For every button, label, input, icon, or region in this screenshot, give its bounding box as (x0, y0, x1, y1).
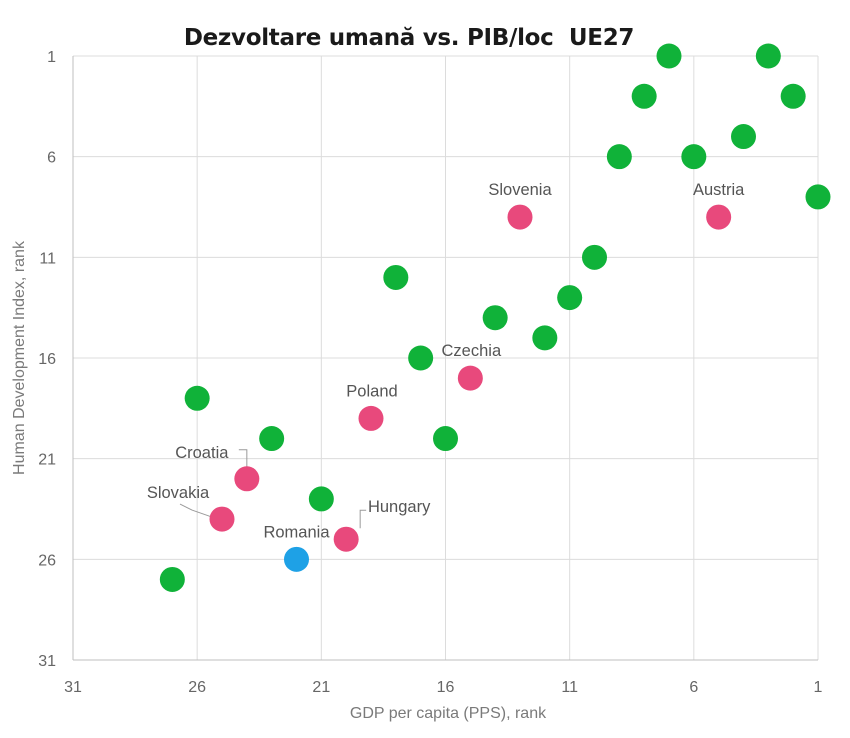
x-tick-label: 21 (312, 679, 330, 696)
y-tick-label: 21 (38, 452, 56, 469)
leader-line (238, 449, 248, 469)
x-tick-label: 11 (561, 679, 578, 696)
data-point (259, 426, 285, 452)
chart-title: Dezvoltare umană vs. PIB/loc UE27 (183, 25, 635, 51)
point-austria (706, 204, 732, 230)
x-axis-title: GDP per capita (PPS), rank (350, 705, 547, 722)
point-hungary (333, 526, 359, 552)
y-tick-label: 31 (38, 653, 56, 670)
x-tick-label: 31 (64, 679, 82, 696)
label-slovakia: Slovakia (147, 484, 210, 502)
data-point (433, 426, 458, 452)
data-point (482, 305, 508, 331)
point-croatia (234, 466, 260, 492)
data-point (557, 285, 583, 311)
point-romania (284, 546, 309, 572)
data-point (184, 385, 210, 411)
y-axis-title: Human Development Index, rank (11, 240, 28, 475)
leader-line (179, 503, 213, 518)
point-slovakia (209, 506, 235, 532)
x-tick-label: 1 (814, 679, 823, 696)
x-tick-label: 26 (188, 679, 206, 696)
label-poland: Poland (346, 382, 397, 400)
data-point (805, 184, 831, 210)
y-tick-label: 6 (47, 150, 56, 167)
label-croatia: Croatia (175, 444, 229, 462)
data-point (408, 345, 434, 371)
data-point (159, 566, 185, 592)
data-point (631, 83, 657, 109)
axes (72, 56, 818, 661)
label-romania: Romania (263, 523, 330, 541)
data-points (159, 43, 831, 592)
point-slovenia (507, 204, 533, 230)
data-point (383, 264, 409, 290)
data-point (755, 43, 781, 69)
label-czechia: Czechia (442, 342, 502, 360)
gridlines (73, 55, 819, 660)
point-czechia (457, 365, 483, 391)
leader-line (359, 509, 367, 529)
y-tick-label: 1 (47, 49, 56, 66)
point-labels: Slovenia Austria Czechia Poland Croatia Slova… (147, 181, 745, 541)
x-tick-label: 6 (689, 679, 698, 696)
y-tick-label: 26 (38, 552, 56, 569)
point-poland (358, 405, 384, 431)
data-point (582, 244, 607, 270)
data-point (532, 325, 558, 351)
data-point (681, 144, 707, 170)
y-tick-label: 11 (39, 250, 56, 267)
data-point (780, 83, 806, 109)
label-austria: Austria (693, 181, 745, 199)
data-point (606, 144, 632, 170)
label-hungary: Hungary (368, 498, 431, 516)
y-tick-label: 16 (38, 351, 56, 368)
data-point (656, 43, 682, 69)
data-point (308, 486, 334, 512)
x-tick-label: 16 (437, 679, 455, 696)
label-slovenia: Slovenia (488, 181, 552, 199)
data-point (731, 124, 756, 150)
